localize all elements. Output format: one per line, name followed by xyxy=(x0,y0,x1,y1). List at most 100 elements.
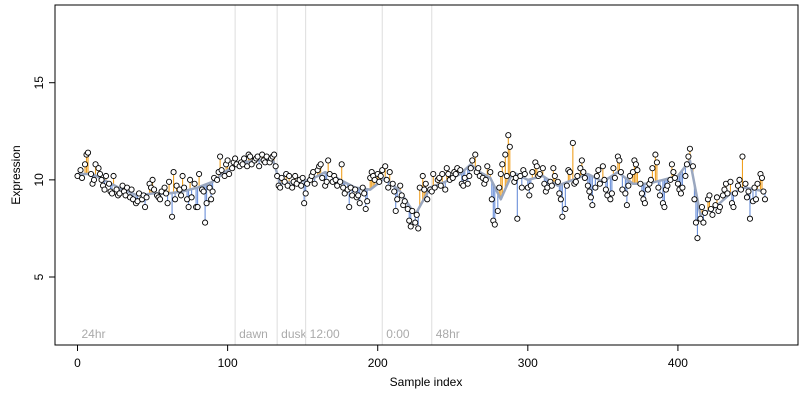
data-point xyxy=(362,205,369,213)
data-point xyxy=(536,170,543,178)
data-point xyxy=(464,180,471,187)
data-point xyxy=(164,200,171,207)
data-point xyxy=(442,186,449,193)
data-point xyxy=(355,192,362,199)
data-point xyxy=(232,155,239,162)
data-point xyxy=(577,165,584,172)
data-point xyxy=(352,186,359,193)
data-point xyxy=(541,180,548,187)
data-point xyxy=(521,170,528,178)
data-point xyxy=(602,186,609,193)
data-point xyxy=(346,204,353,211)
data-point xyxy=(761,196,769,203)
data-point xyxy=(556,190,563,197)
data-point xyxy=(734,182,742,189)
data-point xyxy=(682,172,689,180)
data-point xyxy=(745,188,752,195)
data-point xyxy=(377,172,384,180)
data-point xyxy=(503,172,510,180)
data-point xyxy=(701,209,708,216)
observed-points xyxy=(74,132,769,242)
data-point xyxy=(685,153,692,160)
data-point xyxy=(173,182,180,189)
data-point xyxy=(206,184,213,191)
data-point xyxy=(172,196,179,203)
data-point xyxy=(142,204,149,211)
data-point xyxy=(421,186,428,193)
data-point xyxy=(466,172,473,180)
phase-markers: 24hr dawn dusk 12:00 0:00 48hr xyxy=(82,5,460,345)
data-point xyxy=(170,169,177,176)
data-point xyxy=(102,172,110,180)
data-point xyxy=(325,157,332,164)
data-point xyxy=(518,184,525,191)
data-point xyxy=(406,217,413,224)
data-point xyxy=(596,180,603,187)
phase-label: 0:00 xyxy=(386,327,410,341)
data-point xyxy=(509,170,516,178)
data-point xyxy=(730,204,737,211)
phase-label: dawn xyxy=(239,327,268,341)
data-point xyxy=(188,194,195,201)
data-point xyxy=(494,207,501,214)
y-axis-label: Expression xyxy=(9,145,23,204)
data-point xyxy=(550,165,557,172)
data-point xyxy=(587,194,594,201)
data-point xyxy=(497,170,504,178)
data-point xyxy=(539,165,546,172)
data-point xyxy=(108,190,116,197)
data-point xyxy=(415,225,422,232)
data-point xyxy=(739,153,746,160)
data-point xyxy=(398,192,405,199)
data-point xyxy=(397,182,404,189)
data-point xyxy=(608,190,615,197)
data-point xyxy=(683,161,690,168)
data-point xyxy=(394,196,401,203)
data-point xyxy=(496,184,503,191)
data-point xyxy=(98,176,105,183)
data-point xyxy=(668,161,675,168)
data-point xyxy=(700,219,707,226)
data-point xyxy=(623,202,630,209)
data-point xyxy=(689,163,696,170)
data-point xyxy=(706,192,713,199)
data-point xyxy=(593,172,600,180)
data-point xyxy=(151,186,158,193)
data-point xyxy=(449,174,456,181)
data-point xyxy=(601,176,608,183)
data-point xyxy=(709,211,716,218)
data-point xyxy=(178,192,185,199)
data-point xyxy=(731,190,739,197)
data-point xyxy=(572,178,579,185)
data-point xyxy=(527,182,534,189)
data-point xyxy=(638,190,645,197)
data-point xyxy=(424,196,431,203)
data-point xyxy=(611,174,618,181)
data-point xyxy=(439,170,446,178)
data-point xyxy=(149,176,156,183)
plot-frame xyxy=(54,4,799,346)
phase-label: 24hr xyxy=(82,327,106,341)
data-point xyxy=(392,207,399,214)
data-point xyxy=(90,176,98,183)
data-point xyxy=(202,219,209,226)
data-point xyxy=(101,186,108,193)
data-point xyxy=(584,182,591,189)
data-point xyxy=(409,207,416,214)
data-point xyxy=(359,184,366,191)
data-point xyxy=(652,151,659,158)
data-point xyxy=(81,161,89,168)
data-point xyxy=(617,169,624,176)
data-point xyxy=(578,157,585,164)
data-point xyxy=(92,161,99,168)
x-axis-label: Sample index xyxy=(390,375,463,389)
data-point xyxy=(677,190,684,197)
data-point xyxy=(143,194,150,201)
data-point xyxy=(586,188,593,195)
data-point xyxy=(317,161,324,168)
data-point xyxy=(610,165,617,172)
data-point xyxy=(214,176,221,183)
x-tick-label: 400 xyxy=(668,356,688,370)
